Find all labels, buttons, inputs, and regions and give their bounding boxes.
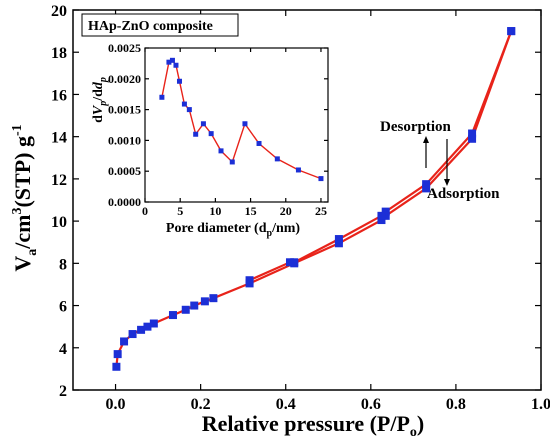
- main-y-tick-label: 2: [59, 383, 67, 400]
- main-data-point: [245, 276, 254, 285]
- inset-x-tick-label: 15: [245, 204, 257, 218]
- main-y-tick-label: 18: [51, 45, 67, 62]
- main-x-tick-label: 0.0: [106, 396, 126, 413]
- inset-data-point: [229, 159, 235, 165]
- main-data-point: [149, 319, 158, 328]
- main-data-point: [377, 216, 386, 225]
- inset-y-tick-label: 0.0015: [108, 103, 141, 117]
- main-y-axis-title: Va/cm3(STP) g-1: [10, 124, 40, 271]
- inset-data-point: [193, 131, 199, 137]
- main-x-tick-label: 1.0: [531, 396, 550, 413]
- inset-y-tick-label: 0.0005: [108, 164, 141, 178]
- inset-y-tick-label: 0.0000: [108, 195, 141, 209]
- inset-data-point: [295, 167, 301, 173]
- main-data-point: [137, 325, 146, 334]
- inset-data-point: [200, 121, 206, 127]
- main-data-point: [507, 27, 516, 36]
- main-data-point: [422, 184, 431, 193]
- main-data-point: [285, 258, 294, 267]
- main-data-point: [120, 337, 129, 346]
- main-data-point: [381, 207, 390, 216]
- inset-data-point: [218, 148, 224, 154]
- inset-x-tick-label: 5: [177, 204, 183, 218]
- desorption-label: Desorption: [380, 119, 451, 135]
- inset-series-group: [159, 57, 324, 182]
- main-x-tick-label: 0.8: [446, 396, 466, 413]
- main-data-point: [334, 235, 343, 244]
- main-data-point: [143, 322, 152, 331]
- inset-data-point: [256, 140, 262, 146]
- main-data-point: [113, 350, 122, 359]
- inset-data-point: [318, 176, 324, 182]
- inset-y-tick-label: 0.0025: [108, 41, 141, 55]
- main-x-tick-label: 0.6: [361, 396, 381, 413]
- inset-data-point: [169, 57, 175, 63]
- main-y-tick-label: 12: [51, 172, 67, 189]
- main-data-point: [381, 211, 390, 220]
- inset-data-point: [176, 78, 182, 84]
- adsorption-label: Adsorption: [427, 186, 500, 202]
- inset-data-point: [166, 59, 172, 65]
- inset-x-tick-label: 25: [315, 204, 327, 218]
- inset-data-point: [208, 131, 214, 137]
- inset-data-point: [274, 156, 280, 162]
- inset-y-tick-label: 0.0020: [108, 72, 141, 86]
- inset-x-tick-label: 10: [209, 204, 221, 218]
- inset-data-point: [173, 62, 179, 68]
- main-x-axis-title: Relative pressure (P/Po): [202, 411, 424, 440]
- main-data-point: [377, 211, 386, 220]
- inset-y-tick-label: 0.0010: [108, 133, 141, 147]
- main-y-tick-label: 4: [59, 341, 67, 358]
- inset-data-point: [186, 107, 192, 113]
- main-y-tick-label: 14: [51, 130, 67, 147]
- inset-data-point: [181, 101, 187, 107]
- inset-x-tick-label: 0: [142, 204, 148, 218]
- main-data-point: [128, 330, 137, 339]
- main-data-point: [181, 305, 190, 314]
- main-y-tick-label: 6: [59, 299, 67, 316]
- desorption-arrowhead: [423, 136, 429, 143]
- main-axis-ticks: 0.0 0.2 0.4 0.6 0.8 1.0 2 4 6 8 10 12 14 16 18 20: [51, 3, 550, 413]
- main-data-point: [334, 239, 343, 248]
- main-y-tick-label: 20: [51, 3, 67, 20]
- main-y-tick-label: 8: [59, 256, 67, 273]
- inset-data-point: [242, 121, 248, 127]
- inset-axis-ticks: 0 5 10 15 20 25 0.0000 0.0005 0.0010 0.0015 0.0020…: [108, 41, 328, 218]
- inset-plot-frame: [144, 47, 329, 203]
- inset-x-axis-title: Pore diameter (dp/nm): [166, 221, 300, 239]
- main-data-point: [290, 258, 299, 267]
- main-data-point: [422, 180, 431, 189]
- main-data-point: [468, 134, 477, 143]
- main-data-point: [200, 297, 209, 306]
- main-x-tick-label: 0.2: [191, 396, 211, 413]
- inset-data-point: [159, 94, 165, 100]
- main-data-point: [168, 311, 177, 320]
- main-y-tick-label: 16: [51, 87, 67, 104]
- main-data-point: [112, 362, 121, 371]
- main-data-point: [468, 129, 477, 138]
- main-series-group: [112, 27, 516, 371]
- legend-label: HAp-ZnO composite: [88, 19, 213, 34]
- main-y-tick-label: 10: [51, 214, 67, 231]
- main-plot-frame: [72, 9, 542, 391]
- inset-y-axis-title: dVp/ddp: [91, 77, 109, 123]
- inset-x-tick-label: 20: [280, 204, 292, 218]
- legend-box: [81, 13, 239, 37]
- main-data-point: [209, 294, 218, 303]
- main-data-point: [190, 301, 199, 310]
- main-x-tick-label: 0.4: [276, 396, 296, 413]
- adsorption-arrowhead: [444, 179, 450, 186]
